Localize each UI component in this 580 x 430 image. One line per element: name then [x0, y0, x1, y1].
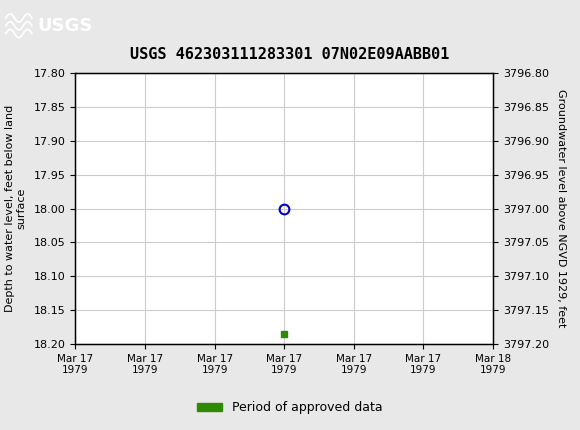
Y-axis label: Depth to water level, feet below land
surface: Depth to water level, feet below land su… — [5, 105, 27, 312]
Text: USGS 462303111283301 07N02E09AABB01: USGS 462303111283301 07N02E09AABB01 — [130, 47, 450, 62]
Text: USGS: USGS — [38, 17, 93, 35]
Y-axis label: Groundwater level above NGVD 1929, feet: Groundwater level above NGVD 1929, feet — [556, 89, 566, 328]
Legend: Period of approved data: Period of approved data — [192, 396, 388, 419]
